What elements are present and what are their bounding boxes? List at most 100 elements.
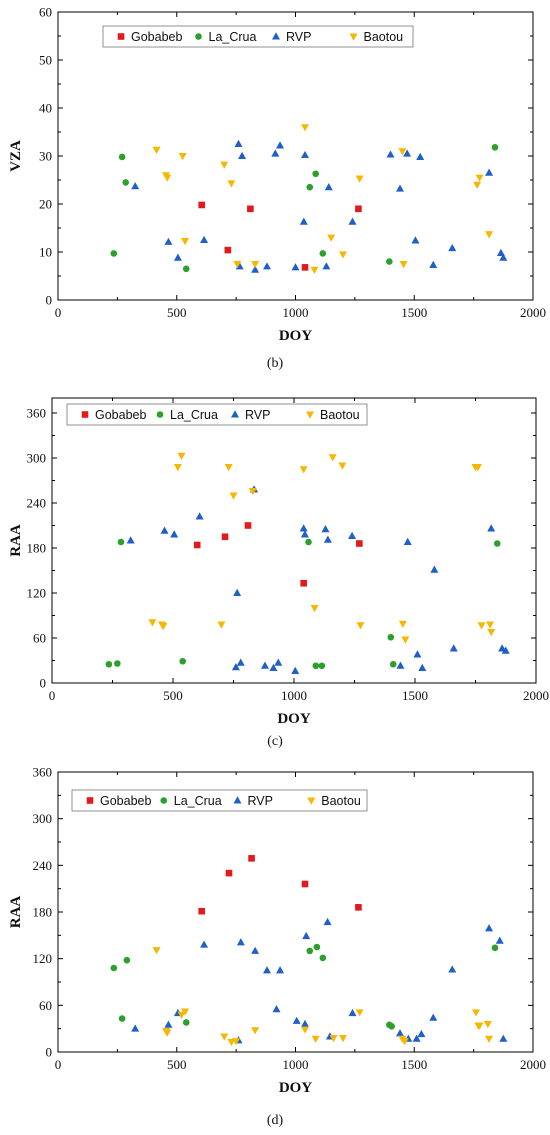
x-tick-label: 0: [49, 688, 56, 703]
panel-caption-d: (d): [266, 1113, 284, 1128]
data-point: [251, 265, 260, 273]
data-point: [310, 605, 319, 613]
legend-marker: [306, 411, 314, 419]
x-tick-label: 1500: [402, 688, 428, 703]
y-tick-label: 30: [39, 149, 52, 164]
data-point: [355, 904, 362, 911]
data-point: [389, 660, 397, 668]
chart-panel-c: 0 500 1000 1500 2000 0 60 120 180 240 300 360 DOY RAA…: [0, 378, 550, 756]
series-baotou: [148, 452, 496, 644]
series-rvp: [126, 485, 510, 674]
data-point: [248, 855, 255, 862]
legend-marker: [233, 796, 242, 804]
data-point: [416, 152, 425, 160]
data-point: [221, 533, 229, 541]
data-point: [400, 1038, 409, 1046]
data-point: [398, 620, 407, 628]
data-point: [179, 657, 186, 665]
data-point: [485, 1035, 494, 1043]
data-point: [301, 124, 309, 132]
data-point: [388, 1023, 395, 1030]
data-point: [198, 907, 205, 915]
data-point: [118, 153, 126, 161]
chart-panel-b: 0 500 1000 1500 2000 0 10 20 30 40 50 60 DOY VZA Gobab…: [0, 0, 550, 378]
data-point: [271, 149, 280, 157]
legend-marker: [272, 32, 280, 40]
legend-label: La_Crua: [174, 794, 222, 808]
data-point: [411, 236, 420, 244]
data-point: [269, 663, 278, 671]
y-tick-label: 60: [39, 998, 52, 1013]
data-point: [348, 1008, 357, 1017]
data-point: [220, 1033, 229, 1041]
y-tick-label: 180: [27, 541, 47, 556]
data-point: [232, 1038, 241, 1046]
data-point: [131, 182, 140, 190]
data-point: [403, 149, 412, 157]
data-point: [114, 660, 121, 667]
data-point: [485, 924, 494, 932]
data-point: [126, 536, 135, 544]
data-point: [413, 650, 422, 658]
data-point: [300, 530, 309, 538]
legend-marker: [81, 411, 89, 418]
data-point: [499, 253, 508, 261]
x-tick-label: 2000: [520, 305, 546, 320]
data-point: [177, 452, 186, 460]
data-point: [301, 150, 309, 159]
x-tick-label: 1500: [401, 1057, 427, 1072]
data-point: [448, 243, 457, 252]
data-point: [396, 1029, 404, 1037]
data-point: [276, 966, 285, 974]
data-point: [163, 174, 172, 182]
data-point: [356, 622, 365, 630]
data-point: [501, 646, 510, 654]
legend-box: [66, 403, 368, 426]
data-point: [399, 261, 408, 269]
series-gobabeb: [198, 201, 362, 271]
series-baotou: [152, 947, 494, 1047]
y-tick-label: 0: [46, 293, 53, 308]
data-point: [319, 250, 327, 257]
data-point: [401, 636, 410, 644]
data-point: [291, 666, 300, 674]
data-point: [339, 251, 347, 259]
data-point: [329, 1035, 338, 1043]
data-point: [276, 141, 285, 149]
data-point: [170, 530, 179, 538]
data-point: [244, 522, 252, 529]
data-point: [328, 454, 337, 462]
data-point: [312, 170, 319, 178]
data-point: [173, 253, 182, 261]
data-point: [386, 150, 395, 158]
x-tick-label: 1000: [283, 1057, 309, 1072]
y-tick-label: 0: [46, 1045, 53, 1060]
data-point: [301, 1019, 309, 1027]
data-point: [355, 1009, 364, 1017]
data-point: [301, 880, 309, 888]
data-point: [200, 940, 209, 948]
data-point: [318, 662, 326, 670]
data-point: [164, 237, 173, 245]
chart-panel-d: 0 500 1000 1500 2000 0 60 120 180 240 300 360 DOY RAA…: [0, 756, 550, 1134]
data-point: [164, 1020, 173, 1028]
data-point: [387, 633, 395, 641]
data-point: [475, 1022, 484, 1030]
x-tick-label: 1000: [283, 305, 309, 320]
data-point: [148, 619, 157, 627]
data-point: [430, 565, 439, 573]
data-point: [499, 1034, 508, 1042]
x-tick-label: 500: [163, 688, 183, 703]
data-point: [493, 540, 501, 547]
data-point: [299, 217, 308, 225]
data-point: [305, 538, 312, 546]
series-rvp: [131, 139, 508, 273]
series-la-crua: [110, 144, 499, 273]
y-tick-label: 50: [39, 53, 52, 68]
data-point: [173, 464, 182, 472]
series-la-crua: [110, 943, 499, 1030]
data-point: [396, 661, 405, 669]
panel-caption-b: (b): [266, 356, 284, 371]
data-point: [160, 526, 169, 534]
x-tick-label: 500: [167, 305, 187, 320]
